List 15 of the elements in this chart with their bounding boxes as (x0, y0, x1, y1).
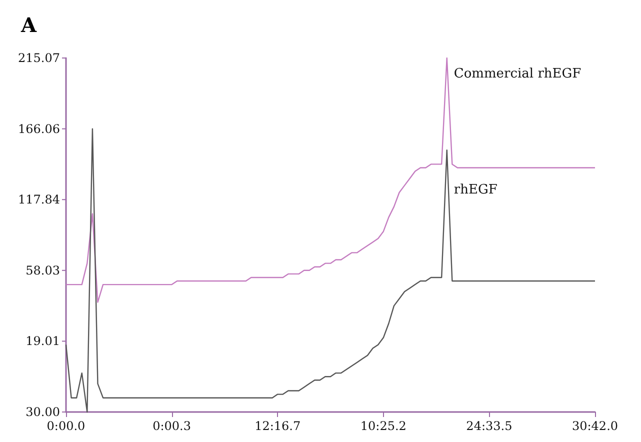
text: 166.06 (18, 122, 60, 136)
x-tick-label: 30:42.0 (572, 419, 618, 433)
x-tick-label: 24:33.5 (466, 419, 512, 433)
x-tick-label: 12:16.7 (254, 419, 301, 433)
chart-title: A (20, 13, 37, 37)
series-label: Commercial rhEGF (454, 66, 582, 82)
text: 58.03 (26, 263, 60, 278)
text: 19.01 (26, 334, 60, 348)
x-tick-label: 10:25.2 (360, 419, 406, 433)
text: 30.00 (26, 405, 60, 419)
x-tick-label: 0:00.3 (152, 419, 192, 433)
text: 215.07 (18, 51, 60, 65)
x-tick-label: 0:00.0 (46, 419, 86, 433)
series-label: rhEGF (454, 182, 498, 198)
text: 117.84 (18, 192, 60, 207)
